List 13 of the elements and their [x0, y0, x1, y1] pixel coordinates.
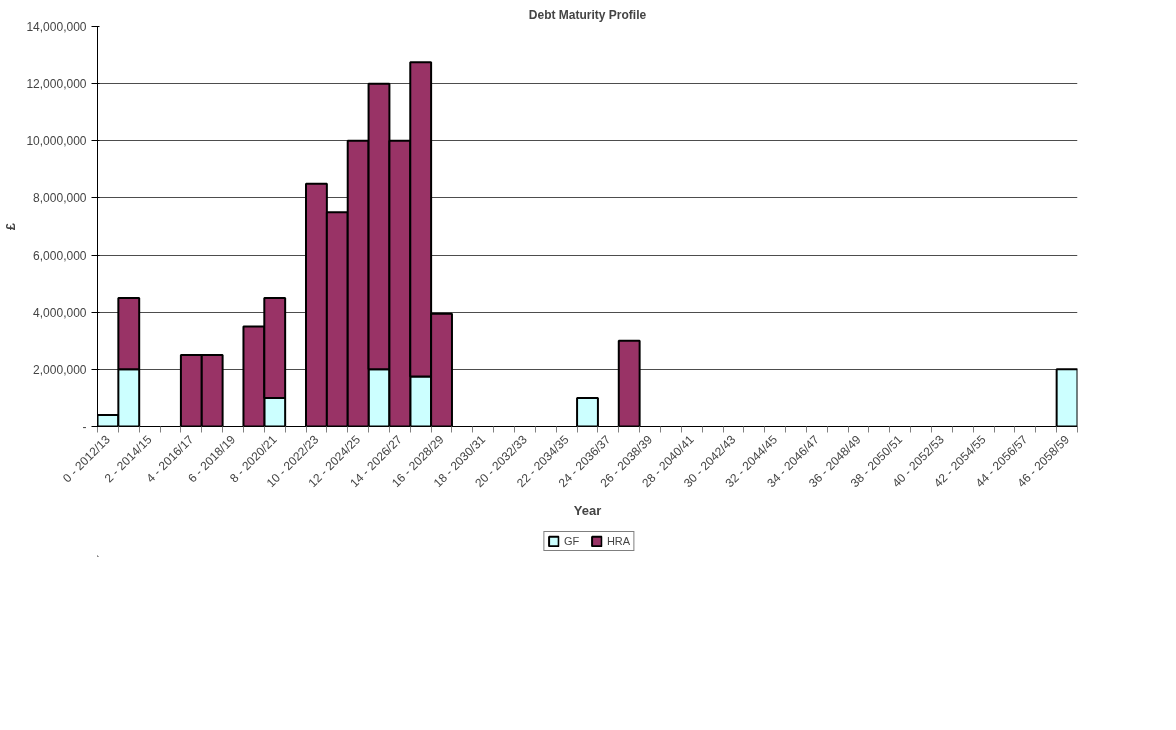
y-tick-label: - — [82, 420, 87, 434]
y-axis-title: £ — [3, 222, 19, 231]
legend-label: GF — [563, 535, 581, 547]
y-tick-label: 10,000,000 — [26, 134, 87, 149]
legend-label: HRA — [606, 535, 631, 547]
y-tick-label: 2,000,000 — [33, 362, 87, 377]
y-tick-label: 14,000,000 — [26, 20, 87, 34]
chart-title: Debt Maturity Profile — [528, 7, 647, 22]
y-tick-label: 4,000,000 — [33, 305, 87, 320]
y-tick-label: 6,000,000 — [33, 248, 87, 263]
y-tick-label: 12,000,000 — [26, 77, 87, 92]
x-axis-title: Year — [573, 503, 602, 519]
y-tick-label: 8,000,000 — [33, 191, 87, 206]
